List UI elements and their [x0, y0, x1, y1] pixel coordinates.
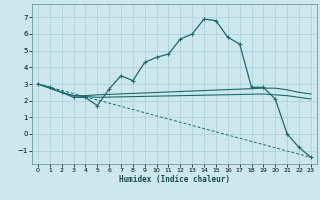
X-axis label: Humidex (Indice chaleur): Humidex (Indice chaleur) [119, 175, 230, 184]
